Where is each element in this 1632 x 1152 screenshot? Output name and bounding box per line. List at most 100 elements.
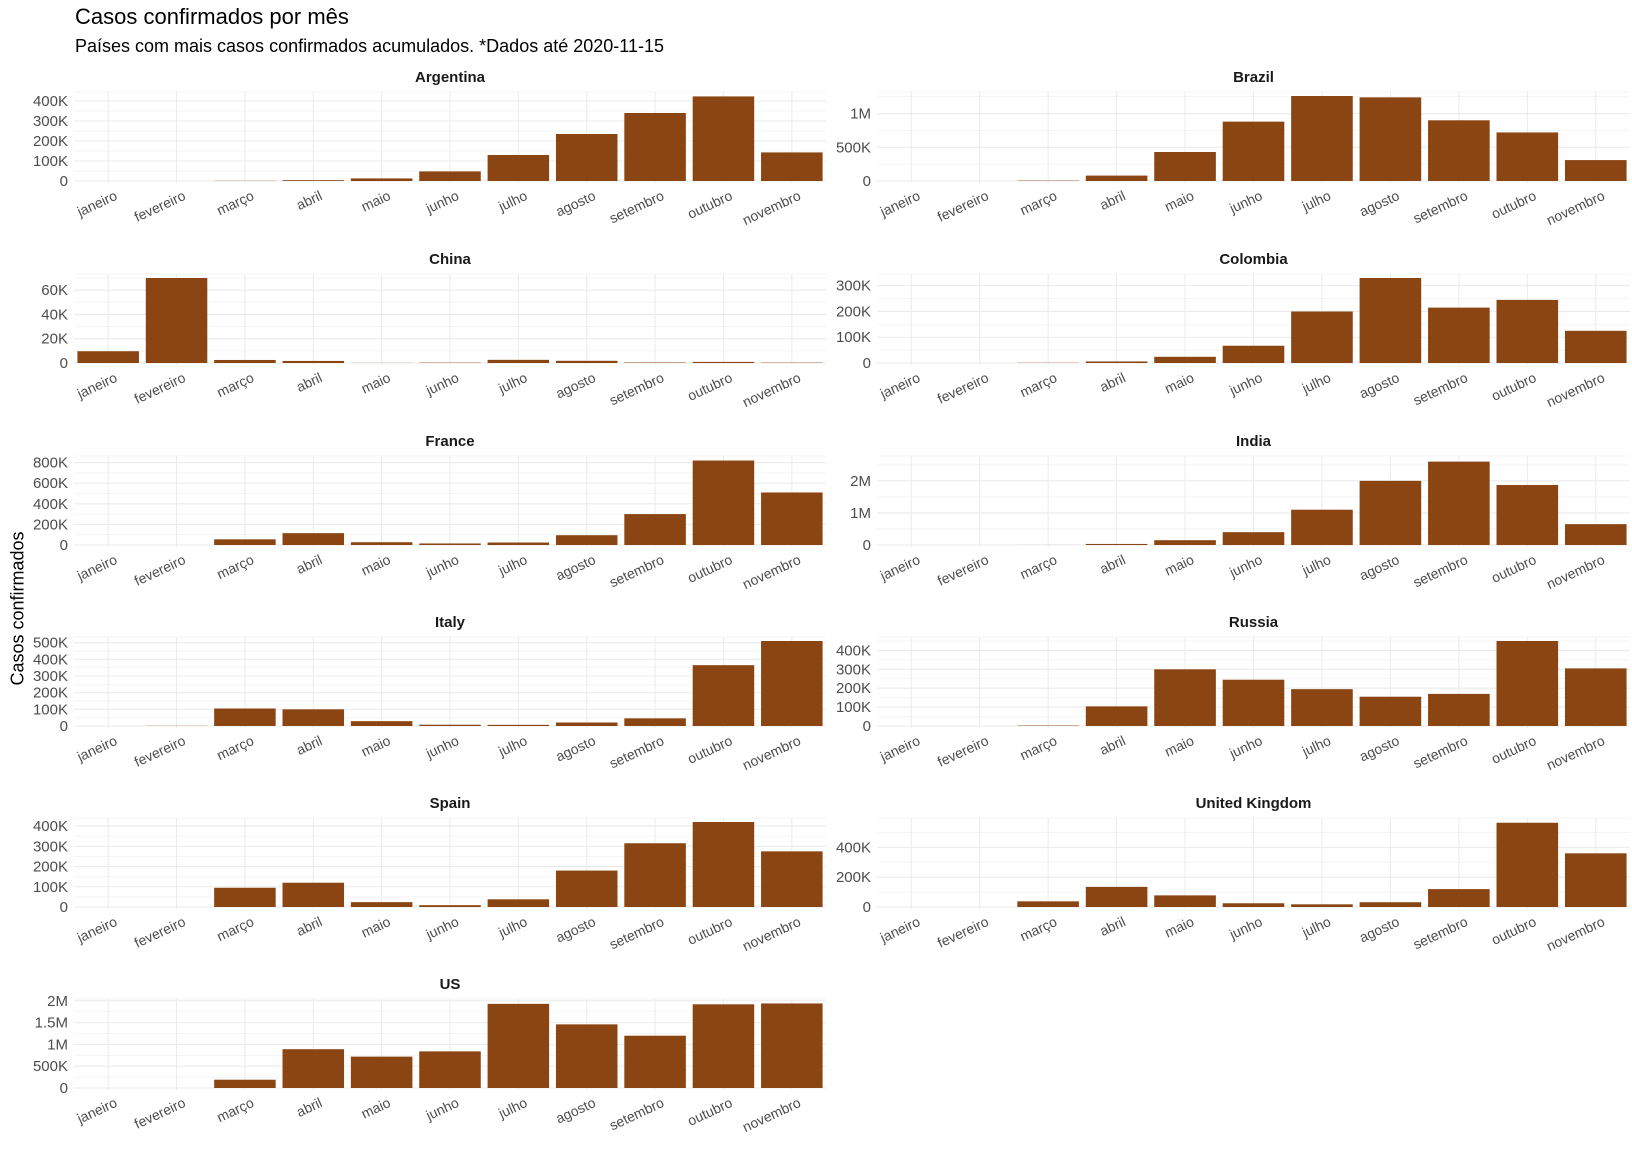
panel-colombia: Colombia 0 100K 200K 300K janeiro fevereiro mar… — [836, 251, 1630, 410]
x-tick-label: março — [214, 732, 256, 763]
bar-outubro — [692, 460, 755, 545]
x-tick-label: julho — [495, 732, 530, 760]
panel-title: United Kingdom — [1196, 795, 1312, 812]
x-tick-label: junho — [1226, 551, 1265, 580]
x-tick-label: novembro — [1544, 187, 1607, 228]
bar-novembro — [761, 152, 823, 181]
bar-setembro — [1428, 120, 1490, 181]
x-tick-label: março — [1017, 551, 1059, 582]
y-tick-label: 1M — [850, 106, 871, 123]
panel-title: Spain — [430, 795, 471, 812]
bar-maio — [350, 721, 413, 726]
bar-agosto — [555, 870, 618, 907]
x-tick-label: setembro — [1410, 187, 1470, 226]
x-tick-label: outubro — [685, 913, 735, 948]
bar-novembro — [1564, 524, 1627, 545]
y-tick-label: 400K — [33, 496, 68, 513]
x-tick-label: agosto — [553, 1094, 598, 1126]
x-tick-label: maio — [1162, 551, 1196, 578]
y-tick-label: 0 — [60, 899, 68, 916]
panel-brazil: Brazil 0 500K 1M janeiro fevereiro março abril m… — [836, 69, 1630, 228]
y-tick-label: 200K — [33, 516, 68, 533]
bar-novembro — [1564, 160, 1627, 181]
y-tick-label: 100K — [836, 329, 871, 346]
bar-agosto — [555, 535, 618, 545]
y-tick-label: 400K — [33, 93, 68, 110]
x-tick-label: junho — [423, 732, 462, 761]
bar-abril — [282, 882, 345, 907]
x-tick-label: novembro — [1544, 732, 1607, 773]
x-tick-label: agosto — [553, 369, 598, 401]
x-tick-label: novembro — [740, 732, 803, 773]
bar-outubro — [692, 96, 755, 181]
x-tick-label: julho — [495, 369, 530, 397]
y-tick-label: 400K — [836, 839, 871, 856]
x-tick-label: janeiro — [877, 732, 923, 765]
x-tick-label: fevereiro — [132, 551, 188, 589]
x-tick-label: abril — [294, 369, 325, 395]
bar-julho — [1291, 904, 1353, 907]
x-tick-label: agosto — [1357, 187, 1402, 219]
bar-março — [214, 1079, 276, 1088]
x-tick-label: maio — [359, 913, 393, 940]
bar-abril — [282, 360, 345, 363]
x-tick-label: novembro — [1544, 369, 1607, 410]
bar-abril — [1085, 361, 1148, 363]
y-tick-label: 0 — [60, 355, 68, 372]
x-tick-label: setembro — [607, 913, 667, 952]
x-tick-label: junho — [1226, 732, 1265, 761]
bar-abril — [282, 180, 345, 181]
y-tick-label: 0 — [60, 1080, 68, 1097]
panel-russia: Russia 0 100K 200K 300K 400K janeiro fevereiro m… — [836, 614, 1630, 773]
bar-agosto — [1359, 902, 1422, 907]
x-tick-label: abril — [1097, 732, 1128, 758]
x-tick-label: fevereiro — [935, 913, 991, 951]
x-tick-label: julho — [1299, 551, 1334, 579]
x-tick-label: junho — [1226, 187, 1265, 216]
x-tick-label: agosto — [1357, 732, 1402, 764]
x-tick-label: setembro — [1410, 732, 1470, 771]
panel-title: Russia — [1229, 614, 1279, 631]
bar-outubro — [692, 665, 755, 726]
bar-julho — [1291, 509, 1353, 545]
x-tick-label: janeiro — [74, 913, 120, 946]
y-tick-label: 100K — [836, 699, 871, 716]
bar-março — [214, 708, 276, 726]
y-tick-label: 1M — [47, 1036, 68, 1053]
x-tick-label: janeiro — [74, 1094, 120, 1127]
bar-agosto — [555, 360, 618, 363]
x-tick-label: junho — [1226, 913, 1265, 942]
panel-title: India — [1236, 433, 1272, 450]
x-tick-label: novembro — [740, 913, 803, 954]
x-tick-label: fevereiro — [935, 551, 991, 589]
bar-outubro — [692, 1004, 755, 1088]
bar-agosto — [1359, 97, 1422, 181]
x-tick-label: junho — [1226, 369, 1265, 398]
bar-janeiro — [77, 351, 139, 363]
x-tick-label: fevereiro — [935, 187, 991, 225]
x-tick-label: julho — [495, 1094, 530, 1122]
x-tick-label: fevereiro — [935, 732, 991, 770]
bar-junho — [419, 905, 481, 907]
x-tick-label: setembro — [607, 551, 667, 590]
bar-junho — [1222, 532, 1285, 545]
y-tick-label: 0 — [863, 537, 871, 554]
bar-setembro — [1428, 461, 1490, 545]
bar-abril — [1085, 886, 1148, 907]
bar-setembro — [1428, 889, 1490, 907]
bar-setembro — [624, 514, 686, 545]
bar-abril — [282, 1049, 345, 1088]
x-tick-label: abril — [294, 551, 325, 577]
y-tick-label: 100K — [33, 879, 68, 896]
y-tick-label: 100K — [33, 153, 68, 170]
bar-outubro — [1496, 485, 1559, 545]
x-tick-label: março — [1017, 913, 1059, 944]
bar-junho — [419, 724, 481, 726]
x-tick-label: julho — [1299, 913, 1334, 941]
x-tick-label: agosto — [553, 913, 598, 945]
y-tick-label: 300K — [33, 113, 68, 130]
x-tick-label: janeiro — [877, 551, 923, 584]
x-tick-label: maio — [1162, 732, 1196, 759]
panel-argentina: Argentina 0 100K 200K 300K 400K janeiro feverei… — [33, 69, 826, 228]
